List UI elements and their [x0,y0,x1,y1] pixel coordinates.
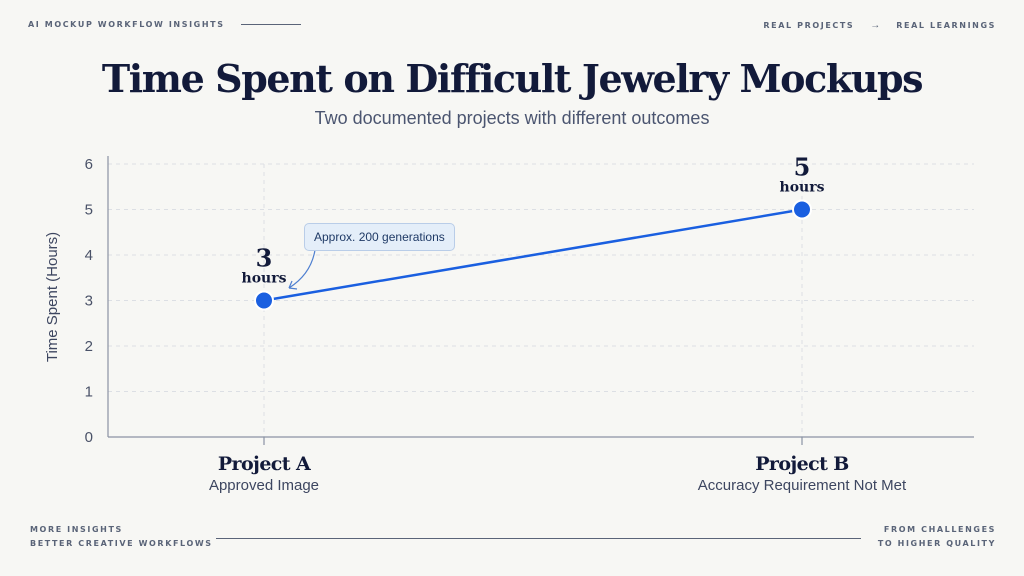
y-tick-label: 1 [85,384,93,401]
series-line [263,208,803,302]
x-axis-categories: Project A Approved Image Project B Accuracy… [209,453,907,494]
footer-left-line1: MORE INSIGHTS [30,525,123,534]
data-label-unit: hours [780,180,825,196]
header-right-from: REAL PROJECTS [763,21,855,30]
chart-series [254,199,812,311]
footer-divider [216,538,861,539]
y-tick-label: 6 [85,156,93,173]
chart-axes [107,156,974,445]
header-right: REAL PROJECTS → REAL LEARNINGS [763,20,996,31]
annotation-arrowhead [288,280,298,290]
data-label-unit: hours [242,271,287,287]
header-divider [240,24,301,25]
footer-right-line1: FROM CHALLENGES [883,525,996,534]
header-left-label: AI MOCKUP WORKFLOW INSIGHTS [28,20,225,29]
y-tick-label: 5 [85,202,93,219]
footer-right: FROM CHALLENGES TO HIGHER QUALITY [878,523,996,551]
data-point [254,290,274,311]
arrow-right-icon: → [870,20,881,31]
x-category-description: Accuracy Requirement Not Met [698,477,907,494]
y-axis-ticks: 0 1 2 3 4 5 6 [85,156,93,446]
annotation-callout: Approx. 200 generations [304,223,455,251]
data-point [792,199,812,220]
annotation-arrow [288,249,316,289]
y-tick-label: 2 [85,338,93,355]
footer-right-line2: TO HIGHER QUALITY [877,539,996,548]
page-subtitle: Two documented projects with different o… [314,108,710,128]
y-tick-label: 3 [85,293,93,310]
page-title: Time Spent on Difficult Jewelry Mockups [101,56,924,101]
y-tick-label: 4 [85,247,93,264]
footer-left: MORE INSIGHTS BETTER CREATIVE WORKFLOWS [30,523,213,551]
header-left: AI MOCKUP WORKFLOW INSIGHTS [28,20,301,29]
x-category-name: Project B [755,453,849,475]
y-tick-label: 0 [85,429,93,446]
chart-grid [108,163,974,437]
data-label-value: 5 [794,153,811,182]
x-category-description: Approved Image [209,477,319,494]
footer-left-line2: BETTER CREATIVE WORKFLOWS [30,539,213,548]
data-label-value: 3 [256,244,273,273]
x-category-name: Project A [218,453,311,475]
header-right-to: REAL LEARNINGS [896,21,996,30]
y-axis-label: Time Spent (Hours) [44,232,61,362]
